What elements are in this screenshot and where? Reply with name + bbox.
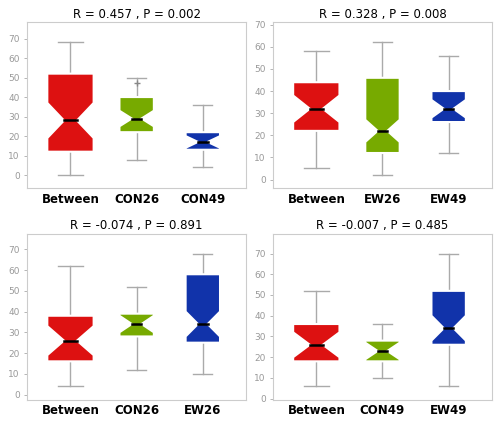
Polygon shape bbox=[48, 316, 94, 361]
Polygon shape bbox=[186, 274, 220, 343]
Polygon shape bbox=[366, 78, 400, 153]
Polygon shape bbox=[432, 291, 466, 345]
Polygon shape bbox=[120, 314, 154, 337]
Polygon shape bbox=[186, 132, 220, 150]
Polygon shape bbox=[293, 324, 340, 361]
Polygon shape bbox=[120, 97, 154, 132]
Polygon shape bbox=[48, 74, 94, 152]
Title: R = -0.074 , P = 0.891: R = -0.074 , P = 0.891 bbox=[70, 219, 203, 232]
Polygon shape bbox=[366, 340, 400, 361]
Polygon shape bbox=[432, 91, 466, 122]
Title: R = -0.007 , P = 0.485: R = -0.007 , P = 0.485 bbox=[316, 219, 448, 232]
Title: R = 0.457 , P = 0.002: R = 0.457 , P = 0.002 bbox=[72, 8, 200, 21]
Title: R = 0.328 , P = 0.008: R = 0.328 , P = 0.008 bbox=[318, 8, 446, 21]
Polygon shape bbox=[293, 82, 340, 131]
